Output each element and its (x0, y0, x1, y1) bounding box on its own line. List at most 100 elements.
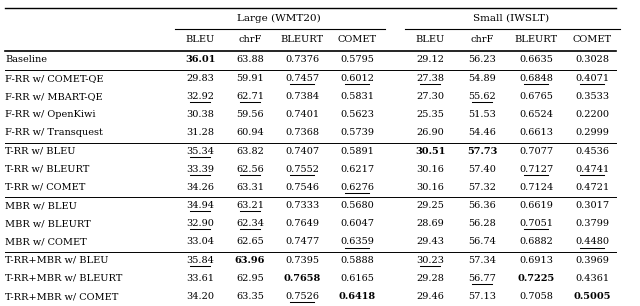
Text: 57.34: 57.34 (468, 256, 496, 265)
Text: 29.25: 29.25 (416, 201, 444, 210)
Text: 0.5888: 0.5888 (340, 256, 374, 265)
Text: 33.39: 33.39 (186, 165, 214, 174)
Text: 35.34: 35.34 (186, 147, 214, 155)
Text: 0.4741: 0.4741 (575, 165, 609, 174)
Text: 0.7124: 0.7124 (519, 183, 553, 192)
Text: 0.7649: 0.7649 (285, 219, 319, 228)
Text: 0.7526: 0.7526 (285, 292, 319, 301)
Text: 0.7401: 0.7401 (285, 110, 319, 119)
Text: 25.35: 25.35 (416, 110, 444, 119)
Text: F-RR w/ MBART-QE: F-RR w/ MBART-QE (5, 92, 102, 101)
Text: 0.7477: 0.7477 (285, 237, 319, 247)
Text: 0.4361: 0.4361 (575, 274, 609, 283)
Text: 0.6418: 0.6418 (339, 292, 376, 301)
Text: MBR w/ COMET: MBR w/ COMET (5, 237, 87, 247)
Text: 35.84: 35.84 (186, 256, 214, 265)
Text: 59.91: 59.91 (236, 74, 264, 83)
Text: 57.73: 57.73 (467, 147, 497, 155)
Text: 0.6635: 0.6635 (519, 55, 553, 65)
Text: 0.6012: 0.6012 (340, 74, 374, 83)
Text: 32.90: 32.90 (186, 219, 214, 228)
Text: Large (WMT20): Large (WMT20) (237, 13, 321, 23)
Text: 0.2200: 0.2200 (575, 110, 609, 119)
Text: 30.51: 30.51 (415, 147, 445, 155)
Text: 0.6217: 0.6217 (340, 165, 374, 174)
Text: 0.7127: 0.7127 (519, 165, 553, 174)
Text: 0.7384: 0.7384 (285, 92, 319, 101)
Text: 0.5005: 0.5005 (573, 292, 611, 301)
Text: 54.46: 54.46 (468, 128, 496, 137)
Text: 26.90: 26.90 (416, 128, 444, 137)
Text: 63.88: 63.88 (236, 55, 264, 65)
Text: 63.82: 63.82 (236, 147, 264, 155)
Text: Baseline: Baseline (5, 55, 47, 65)
Text: 62.71: 62.71 (236, 92, 264, 101)
Text: 56.36: 56.36 (468, 201, 496, 210)
Text: 0.7051: 0.7051 (519, 219, 553, 228)
Text: MBR w/ BLEU: MBR w/ BLEU (5, 201, 77, 210)
Text: COMET: COMET (572, 35, 612, 44)
Text: 0.3028: 0.3028 (575, 55, 609, 65)
Text: 56.74: 56.74 (468, 237, 496, 247)
Text: 51.53: 51.53 (468, 110, 496, 119)
Text: 55.62: 55.62 (468, 92, 496, 101)
Text: T-RR w/ COMET: T-RR w/ COMET (5, 183, 85, 192)
Text: BLEURT: BLEURT (280, 35, 324, 44)
Text: 29.28: 29.28 (416, 274, 444, 283)
Text: BLEU: BLEU (415, 35, 445, 44)
Text: 0.7077: 0.7077 (519, 147, 553, 155)
Text: 57.32: 57.32 (468, 183, 496, 192)
Text: 0.4071: 0.4071 (575, 74, 609, 83)
Text: 0.7395: 0.7395 (285, 256, 319, 265)
Text: F-RR w/ COMET-QE: F-RR w/ COMET-QE (5, 74, 104, 83)
Text: T-RR w/ BLEURT: T-RR w/ BLEURT (5, 165, 90, 174)
Text: 30.38: 30.38 (186, 110, 214, 119)
Text: 30.16: 30.16 (416, 165, 444, 174)
Text: 0.6359: 0.6359 (340, 237, 374, 247)
Text: 0.7552: 0.7552 (285, 165, 319, 174)
Text: 0.7407: 0.7407 (285, 147, 319, 155)
Text: T-RR+MBR w/ BLEURT: T-RR+MBR w/ BLEURT (5, 274, 122, 283)
Text: 0.3969: 0.3969 (575, 256, 609, 265)
Text: 28.69: 28.69 (416, 219, 444, 228)
Text: Small (IWSLT): Small (IWSLT) (473, 13, 549, 23)
Text: 0.6524: 0.6524 (519, 110, 553, 119)
Text: 34.20: 34.20 (186, 292, 214, 301)
Text: BLEURT: BLEURT (515, 35, 557, 44)
Text: 0.5891: 0.5891 (340, 147, 374, 155)
Text: 0.2999: 0.2999 (575, 128, 609, 137)
Text: 30.16: 30.16 (416, 183, 444, 192)
Text: 31.28: 31.28 (186, 128, 214, 137)
Text: 27.30: 27.30 (416, 92, 444, 101)
Text: F-RR w/ OpenKiwi: F-RR w/ OpenKiwi (5, 110, 95, 119)
Text: COMET: COMET (337, 35, 376, 44)
Text: BLEU: BLEU (186, 35, 214, 44)
Text: 0.5795: 0.5795 (340, 55, 374, 65)
Text: 0.3533: 0.3533 (575, 92, 609, 101)
Text: 0.3799: 0.3799 (575, 219, 609, 228)
Text: 0.5739: 0.5739 (340, 128, 374, 137)
Text: 62.65: 62.65 (236, 237, 264, 247)
Text: 29.46: 29.46 (416, 292, 444, 301)
Text: F-RR w/ Transquest: F-RR w/ Transquest (5, 128, 103, 137)
Text: 0.5680: 0.5680 (340, 201, 374, 210)
Text: 0.6165: 0.6165 (340, 274, 374, 283)
Text: 32.92: 32.92 (186, 92, 214, 101)
Text: 29.83: 29.83 (186, 74, 214, 83)
Text: 57.13: 57.13 (468, 292, 496, 301)
Text: 30.23: 30.23 (416, 256, 444, 265)
Text: 0.6913: 0.6913 (519, 256, 553, 265)
Text: 57.40: 57.40 (468, 165, 496, 174)
Text: T-RR+MBR w/ BLEU: T-RR+MBR w/ BLEU (5, 256, 109, 265)
Text: 56.28: 56.28 (468, 219, 496, 228)
Text: 62.56: 62.56 (236, 165, 264, 174)
Text: 63.31: 63.31 (236, 183, 264, 192)
Text: 27.38: 27.38 (416, 74, 444, 83)
Text: 56.23: 56.23 (468, 55, 496, 65)
Text: 0.6613: 0.6613 (519, 128, 553, 137)
Text: 59.56: 59.56 (236, 110, 264, 119)
Text: T-RR w/ BLEU: T-RR w/ BLEU (5, 147, 76, 155)
Text: 62.34: 62.34 (236, 219, 264, 228)
Text: 0.3017: 0.3017 (575, 201, 609, 210)
Text: 0.6619: 0.6619 (519, 201, 553, 210)
